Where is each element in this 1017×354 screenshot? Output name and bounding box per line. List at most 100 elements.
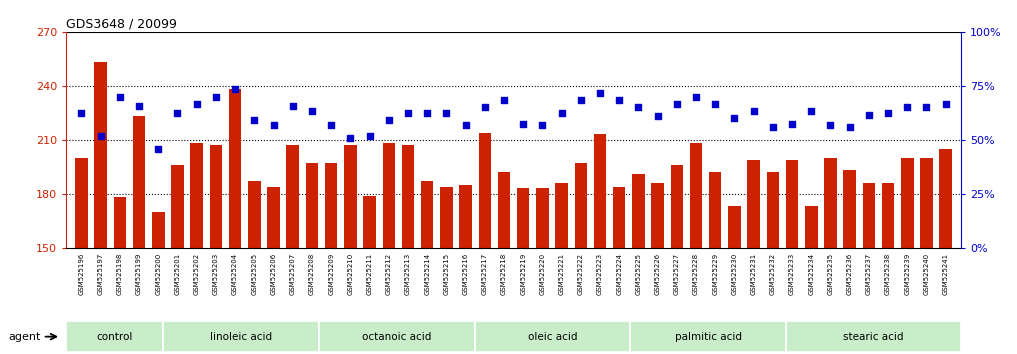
Point: [477, 105, 493, 110]
Text: octanoic acid: octanoic acid: [362, 332, 431, 342]
Bar: [440, 187, 453, 248]
Point: [496, 97, 513, 103]
Bar: [805, 206, 818, 248]
Bar: [555, 183, 567, 248]
Bar: [690, 143, 703, 248]
Text: stearic acid: stearic acid: [843, 332, 904, 342]
Bar: [613, 187, 625, 248]
Text: control: control: [97, 332, 133, 342]
Point: [323, 122, 340, 128]
Point: [918, 105, 935, 110]
Point: [438, 110, 455, 116]
Bar: [324, 163, 338, 248]
Point: [765, 124, 781, 130]
Bar: [190, 143, 203, 248]
Point: [899, 105, 915, 110]
Text: palmitic acid: palmitic acid: [674, 332, 741, 342]
Bar: [479, 133, 491, 248]
Point: [265, 122, 282, 128]
Point: [458, 122, 474, 128]
Point: [246, 117, 262, 123]
Bar: [75, 158, 87, 248]
Point: [285, 103, 301, 108]
Bar: [901, 158, 913, 248]
Point: [151, 146, 167, 152]
Bar: [171, 165, 184, 248]
Bar: [363, 196, 376, 248]
Point: [611, 97, 627, 103]
Bar: [709, 172, 721, 248]
Bar: [344, 145, 357, 248]
Bar: [767, 172, 779, 248]
Point: [592, 90, 608, 96]
Point: [170, 110, 186, 116]
Bar: [287, 145, 299, 248]
Bar: [133, 116, 145, 248]
Point: [361, 133, 377, 139]
Point: [112, 94, 128, 99]
Point: [304, 108, 320, 114]
Bar: [421, 181, 433, 248]
Bar: [248, 181, 260, 248]
Bar: [517, 188, 530, 248]
Bar: [382, 143, 395, 248]
Bar: [460, 185, 472, 248]
Point: [938, 101, 954, 107]
Bar: [862, 183, 875, 248]
Point: [707, 101, 723, 107]
Bar: [940, 149, 952, 248]
Bar: [747, 160, 760, 248]
Point: [188, 101, 204, 107]
Point: [400, 110, 416, 116]
Point: [131, 103, 147, 108]
Point: [687, 94, 704, 99]
Bar: [882, 183, 894, 248]
Bar: [402, 145, 414, 248]
Point: [841, 124, 857, 130]
Bar: [594, 135, 606, 248]
Bar: [633, 174, 645, 248]
Point: [342, 135, 358, 141]
Point: [650, 114, 666, 119]
Bar: [651, 183, 664, 248]
Text: GDS3648 / 20099: GDS3648 / 20099: [66, 18, 177, 31]
Bar: [670, 165, 683, 248]
Bar: [95, 62, 107, 248]
Point: [880, 110, 896, 116]
Point: [823, 122, 839, 128]
Point: [207, 94, 224, 99]
Point: [227, 87, 243, 92]
Point: [553, 110, 570, 116]
Point: [73, 110, 89, 116]
Point: [573, 97, 589, 103]
Bar: [536, 188, 548, 248]
Bar: [497, 172, 511, 248]
Point: [803, 108, 820, 114]
Text: oleic acid: oleic acid: [528, 332, 578, 342]
Bar: [267, 187, 280, 248]
Point: [419, 110, 435, 116]
Point: [93, 133, 109, 139]
Text: linoleic acid: linoleic acid: [211, 332, 273, 342]
Bar: [306, 163, 318, 248]
Point: [726, 115, 742, 121]
Bar: [229, 90, 241, 248]
Bar: [210, 145, 222, 248]
Point: [745, 108, 762, 114]
Point: [669, 101, 685, 107]
Bar: [824, 158, 837, 248]
Point: [784, 121, 800, 126]
Point: [515, 121, 531, 126]
Bar: [728, 206, 740, 248]
Bar: [920, 158, 933, 248]
Point: [860, 112, 877, 118]
Bar: [786, 160, 798, 248]
Point: [631, 105, 647, 110]
Bar: [843, 170, 856, 248]
Text: agent: agent: [8, 332, 41, 342]
Bar: [114, 198, 126, 248]
Point: [380, 117, 397, 123]
Point: [534, 122, 550, 128]
Bar: [575, 163, 587, 248]
Bar: [153, 212, 165, 248]
